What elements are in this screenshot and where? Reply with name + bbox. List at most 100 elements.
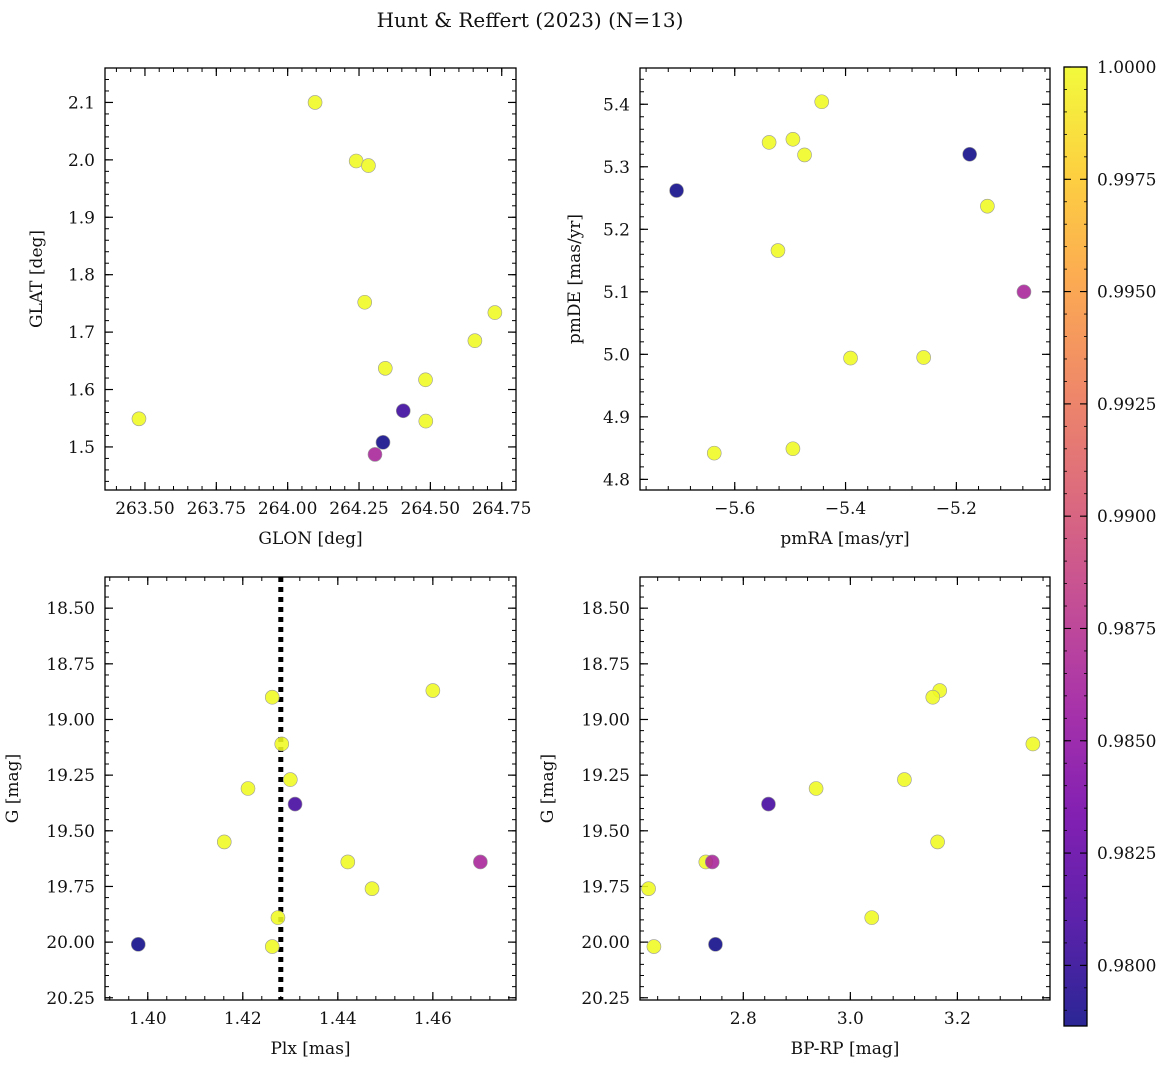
axes-frame [104, 67, 517, 491]
figure-title: Hunt & Reffert (2023) (N=13) [377, 8, 684, 32]
scatter-point [283, 772, 298, 787]
x-tick-label: 264.25 [329, 499, 388, 519]
scatter-point [130, 937, 146, 952]
scatter-point [264, 939, 280, 954]
y-axis-label: pmDE [mas/yr] [565, 214, 585, 344]
axes-frame [639, 576, 1051, 1001]
x-tick-label: 2.8 [730, 1009, 757, 1029]
scatter-points [641, 683, 1041, 954]
y-tick-label: 19.75 [581, 877, 630, 897]
scatter-point [641, 881, 656, 896]
x-tick-label: 1.40 [129, 1009, 167, 1029]
x-axis-label: GLON [deg] [258, 529, 362, 549]
colorbar-tick-label: 0.9950 [1097, 283, 1156, 303]
minor-ticks [640, 68, 1050, 490]
y-tick-label: 4.9 [603, 408, 630, 428]
colorbar-gradient [1064, 67, 1087, 1026]
x-tick-label: 1.46 [414, 1009, 452, 1029]
x-tick-label: 1.44 [319, 1009, 357, 1029]
x-tick-label: 264.75 [472, 499, 531, 519]
scatter-point [770, 243, 786, 258]
scatter-point [377, 360, 393, 376]
major-ticks [640, 68, 1050, 490]
scatter-point [340, 854, 356, 870]
major-ticks [105, 68, 516, 490]
scatter-point [704, 854, 720, 870]
colorbar-tick-label: 0.9800 [1097, 956, 1156, 976]
x-tick-label: 264.50 [401, 499, 460, 519]
y-tick-label: 1.5 [68, 438, 95, 458]
scatter-point [274, 736, 290, 752]
scatter-point [980, 198, 995, 214]
y-tick-label: 19.75 [46, 877, 95, 897]
subplot-plx-g: 1.40 1.42 1.44 1.46 18.50 18.75 19.00 19.25 19.5… [3, 576, 517, 1059]
y-tick-label: 5.3 [603, 158, 630, 178]
colorbar-tick-label: 0.9900 [1097, 507, 1156, 527]
y-tick-label: 18.50 [46, 599, 95, 619]
colorbar-tick-label: 1.0000 [1097, 58, 1156, 78]
scatter-point [761, 796, 776, 812]
x-axis-label: BP-RP [mag] [791, 1039, 900, 1059]
subplot-bprp-g: 2.8 3.0 3.2 18.50 18.75 19.00 19.25 19.50 19.75 2… [538, 576, 1051, 1059]
axes-frame [639, 67, 1051, 491]
scatter-point [307, 95, 323, 110]
scatter-point [418, 372, 433, 388]
major-ticks [640, 577, 1050, 1000]
colorbar: 0.9800 0.9825 0.9850 0.9875 0.9900 0.9925 0.99… [1063, 58, 1156, 1027]
scatter-point [916, 350, 931, 365]
y-tick-label: 18.75 [46, 655, 95, 675]
colorbar-tick-label: 0.9875 [1097, 619, 1156, 639]
scatter-point [708, 937, 723, 952]
scatter-point [473, 854, 488, 870]
scatter-point [348, 153, 364, 169]
y-axis-label: G [mag] [538, 754, 558, 823]
scatter-point [1025, 736, 1041, 752]
scatter-point [131, 411, 147, 427]
scatter-points [131, 95, 503, 462]
x-tick-label: 3.0 [837, 1009, 864, 1029]
y-tick-label: 19.00 [581, 710, 630, 730]
scatter-point [467, 333, 483, 349]
scatter-point [843, 350, 858, 366]
y-tick-label: 18.50 [581, 599, 630, 619]
y-tick-label: 18.75 [581, 655, 630, 675]
x-tick-label: −5.4 [825, 499, 866, 519]
scatter-point [287, 796, 303, 812]
y-tick-label: 1.7 [68, 323, 95, 343]
y-tick-label: 1.8 [68, 266, 95, 286]
y-tick-label: 20.00 [46, 933, 95, 953]
scatter-point [797, 147, 812, 163]
scatter-point [487, 305, 503, 320]
x-tick-label: −5.2 [936, 499, 977, 519]
y-tick-label: 1.6 [68, 381, 95, 401]
scatter-point [240, 781, 256, 796]
scatter-point [897, 772, 912, 787]
y-tick-label: 20.00 [581, 933, 630, 953]
scatter-point [808, 781, 824, 796]
y-tick-label: 5.0 [603, 345, 630, 365]
scatter-point [425, 683, 441, 698]
scatter-point [367, 447, 383, 462]
scatter-point [395, 403, 411, 419]
x-axis-label: Plx [mas] [270, 1039, 350, 1059]
colorbar-frame [1063, 66, 1088, 1027]
scatter-point [1016, 284, 1032, 300]
y-tick-label: 19.50 [581, 822, 630, 842]
colorbar-tick-label: 0.9975 [1097, 170, 1156, 190]
y-tick-label: 4.8 [603, 470, 630, 490]
y-axis-label: GLAT [deg] [27, 230, 47, 328]
x-tick-label: 263.75 [187, 499, 246, 519]
scatter-point [375, 435, 391, 450]
y-tick-label: 20.25 [581, 989, 630, 1009]
y-tick-label: 1.9 [68, 208, 95, 228]
scatter-point [814, 94, 830, 110]
subplot-glon-glat: 263.50 263.75 264.00 264.25 264.50 264.75 1.5 1… [27, 67, 531, 549]
y-tick-label: 2.1 [68, 93, 95, 113]
subplots: 263.50 263.75 264.00 264.25 264.50 264.75 1.5 1… [3, 67, 1051, 1059]
y-tick-label: 19.00 [46, 710, 95, 730]
scatter-point [270, 910, 286, 925]
y-axis-label: G [mag] [3, 754, 23, 823]
scatter-point [669, 183, 684, 198]
y-tick-label: 5.2 [603, 220, 630, 240]
